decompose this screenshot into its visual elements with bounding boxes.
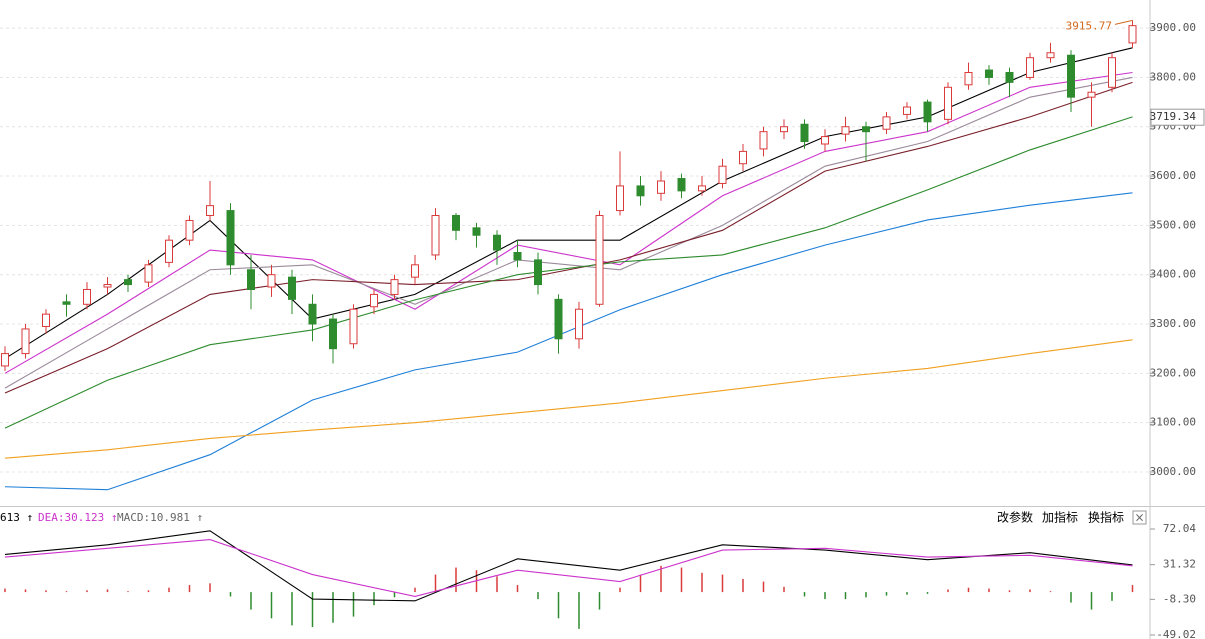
candle-body — [903, 106, 911, 115]
y-tick-label: 3200.00 — [1150, 366, 1196, 379]
y-tick-label: -49.02 — [1156, 628, 1196, 639]
candle-body — [616, 185, 624, 212]
candle-body — [42, 313, 50, 327]
candle-body — [800, 123, 809, 143]
candle-body — [472, 227, 481, 236]
candle-body — [144, 264, 153, 283]
candle-body — [739, 150, 747, 165]
candle-body — [554, 298, 563, 340]
y-tick-label: 3800.00 — [1150, 70, 1196, 83]
candle-body — [329, 318, 337, 350]
y-tick-label: 3400.00 — [1150, 268, 1196, 281]
y-tick-label: 3600.00 — [1150, 169, 1196, 182]
indicator-line — [4, 339, 1133, 459]
toolbar-button[interactable]: 改参数 — [997, 510, 1033, 525]
candle-body — [1, 353, 9, 367]
price-box — [1150, 108, 1205, 126]
candle-body — [124, 279, 132, 286]
y-tick-label: 3300.00 — [1150, 317, 1196, 330]
close-box[interactable] — [1132, 510, 1147, 525]
candle-body — [841, 126, 850, 135]
candle-body — [944, 86, 952, 120]
high-pointer — [1114, 19, 1133, 25]
y-tick-label: 3500.00 — [1150, 218, 1196, 231]
y-tick-label: 31.32 — [1163, 558, 1196, 571]
candle-body — [923, 101, 932, 123]
indicator-line — [4, 76, 1133, 389]
candle-body — [247, 269, 255, 290]
candle-body — [1026, 57, 1034, 78]
candle-body — [1067, 54, 1075, 98]
candle-body — [677, 178, 686, 192]
candle-body — [226, 210, 235, 266]
candle-body — [1046, 52, 1055, 59]
candle-body — [595, 215, 604, 305]
candle-body — [862, 126, 870, 133]
legend-item: DEA:30.123 ↑ — [38, 511, 117, 524]
candle-body — [62, 301, 71, 305]
candle-body — [452, 215, 460, 231]
candle-body — [1108, 57, 1116, 88]
candle-body — [513, 252, 522, 261]
toolbar-button[interactable]: 换指标 — [1088, 510, 1124, 525]
candle-body — [821, 136, 829, 145]
candle-body — [493, 234, 501, 251]
last-price-label: 3719.34 — [1150, 110, 1197, 123]
candle-body — [370, 293, 378, 308]
candle-body — [431, 215, 440, 256]
legend-item: 613 ↑ — [0, 511, 33, 524]
candle-body — [165, 239, 173, 263]
y-tick-label: 3000.00 — [1150, 465, 1196, 478]
toolbar-button[interactable]: 加指标 — [1042, 510, 1078, 525]
indicator-line — [4, 116, 1133, 429]
indicator-line — [4, 530, 1133, 602]
y-tick-label: -8.30 — [1163, 592, 1196, 605]
candle-body — [267, 274, 276, 288]
candle-body — [185, 219, 194, 241]
close-button[interactable]: × — [1134, 511, 1144, 525]
candle-body — [349, 308, 358, 345]
indicator-line — [4, 192, 1133, 491]
indicator-line — [4, 71, 1133, 374]
candle-body — [308, 303, 317, 325]
candle-body — [759, 131, 768, 150]
indicator-line — [4, 539, 1133, 598]
candle-body — [882, 116, 891, 130]
candle-body — [206, 205, 214, 217]
candle-body — [390, 279, 399, 295]
candle-body — [288, 276, 296, 300]
y-tick-label: 3100.00 — [1150, 416, 1196, 429]
legend-item: MACD:10.981 ↑ — [117, 511, 203, 524]
candle-body — [718, 165, 727, 184]
candle-body — [636, 185, 645, 197]
candle-body — [1005, 71, 1014, 83]
candle-body — [83, 288, 91, 305]
candle-body — [103, 284, 112, 288]
candle-body — [575, 308, 583, 340]
y-tick-label: 3900.00 — [1150, 21, 1196, 34]
y-tick-label: 72.04 — [1163, 522, 1196, 535]
candle-body — [21, 328, 30, 355]
candle-body — [657, 180, 665, 194]
high-label: 3915.77 — [1066, 19, 1112, 32]
candle-body — [1128, 25, 1137, 44]
candle-body — [964, 71, 973, 86]
candle-body — [780, 126, 788, 133]
indicator-line — [4, 81, 1133, 394]
candle-body — [534, 259, 542, 286]
candle-body — [1087, 91, 1096, 98]
candle-body — [698, 185, 706, 192]
candle-body — [411, 264, 419, 278]
candle-body — [985, 69, 993, 78]
